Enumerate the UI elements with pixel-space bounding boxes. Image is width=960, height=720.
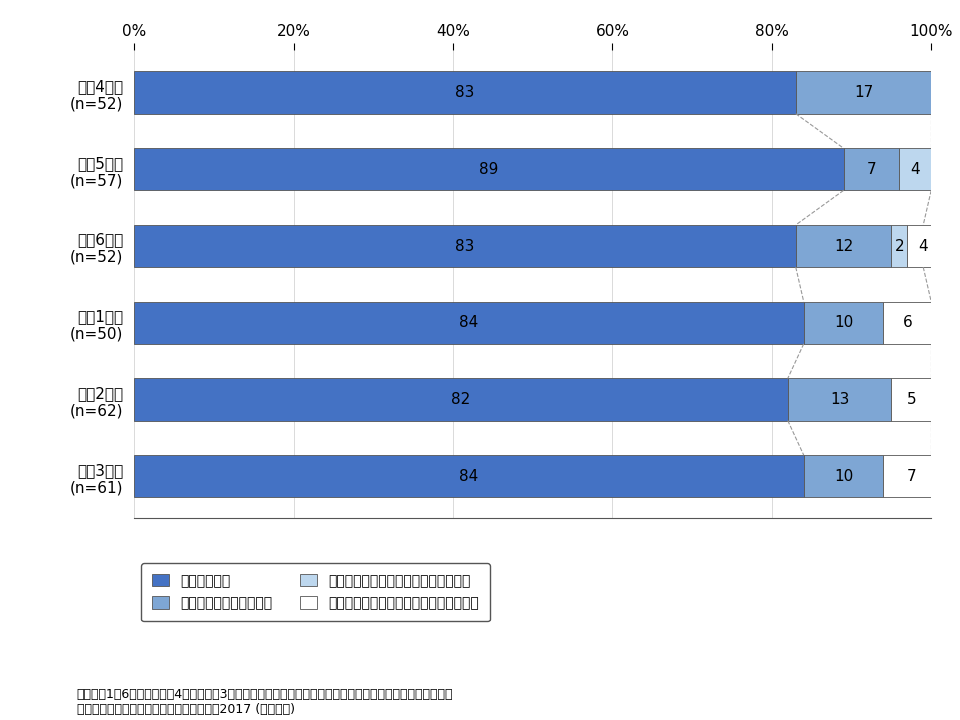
Bar (134, 71, 796, 114)
Bar (134, 302, 804, 344)
Bar (883, 302, 931, 344)
Text: 注：関東1都6県在住の小学4年生～中剤3年生が回答。「わからない・答えたくない」とした回答者は除く。
出所：子どものケータイ利用に関する調査2017 (訪問面接: 注：関東1都6県在住の小学4年生～中剤3年生が回答。「わからない・答えたくない」… (77, 688, 453, 716)
Text: 6: 6 (902, 315, 912, 330)
Text: 84: 84 (460, 469, 479, 484)
Bar (796, 71, 931, 114)
Text: 12: 12 (834, 238, 853, 253)
Bar (134, 379, 788, 420)
Text: 4: 4 (910, 162, 920, 177)
Text: 82: 82 (451, 392, 470, 407)
Text: 84: 84 (460, 315, 479, 330)
Text: 83: 83 (455, 85, 475, 100)
Bar (804, 455, 883, 498)
Bar (900, 148, 931, 190)
Bar (796, 225, 891, 267)
Bar (134, 148, 844, 190)
Bar (788, 379, 891, 420)
Bar (907, 225, 939, 267)
Bar (804, 302, 883, 344)
Text: 2: 2 (895, 238, 904, 253)
Bar (891, 379, 931, 420)
Bar (134, 225, 796, 267)
Text: 10: 10 (834, 469, 853, 484)
Text: 10: 10 (834, 315, 853, 330)
Text: 7: 7 (906, 469, 916, 484)
Text: 13: 13 (829, 392, 850, 407)
Bar (134, 455, 804, 498)
Text: 89: 89 (479, 162, 498, 177)
Legend: 持ち込めない, 理由があれば持ち込める, 校内は持ち込めるが教室は持込めない, 教室は持ち込めるが授業中等は使えない: 持ち込めない, 理由があれば持ち込める, 校内は持ち込めるが教室は持込めない, … (141, 563, 490, 621)
Bar (891, 225, 907, 267)
Text: 7: 7 (867, 162, 876, 177)
Bar (883, 455, 939, 498)
Text: 83: 83 (455, 238, 475, 253)
Bar (844, 148, 900, 190)
Text: 4: 4 (919, 238, 928, 253)
Text: 17: 17 (853, 85, 873, 100)
Text: 5: 5 (906, 392, 916, 407)
